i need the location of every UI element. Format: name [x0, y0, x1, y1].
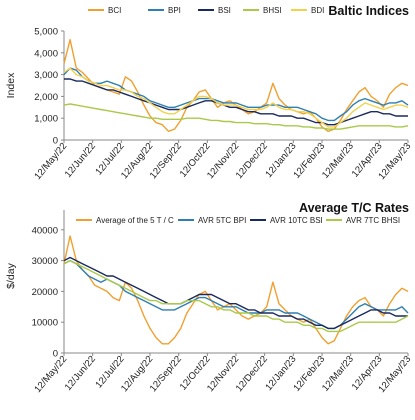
legend-item-3: AVR 7TC BHSI [326, 216, 400, 225]
legend-label: BCI [108, 6, 121, 15]
legend-label: BPI [168, 6, 181, 15]
baltic-indices-panel: Baltic Indices 0 1,000 2,000 3,000 4,000 5,00… [5, 4, 413, 182]
legend-item-4: BDI [291, 6, 324, 15]
x-tick-label: 12/May/22 [32, 141, 69, 182]
legend-label: AVR 5TC BPI [198, 216, 246, 225]
x-tick-label: 12/Jun/22 [63, 141, 98, 180]
legend-item-2: AVR 10TC BSI [250, 216, 323, 225]
legend-label: AVR 7TC BHSI [346, 216, 400, 225]
series-line-1 [63, 67, 409, 122]
legend-label: BHSI [263, 6, 282, 15]
x-tick-label: 12/Jun/22 [63, 354, 98, 393]
x-tick-label: 12/May/22 [32, 354, 69, 395]
chart-title: Average T/C Rates [299, 201, 409, 215]
series-line-2 [64, 78, 408, 126]
series-line-1 [63, 259, 409, 330]
tc-rates-chart: 01000020000300004000050000$/day12/May/22… [5, 210, 413, 395]
legend-label: AVR 10TC BSI [270, 216, 323, 225]
y-tick-label: 0 [53, 349, 58, 360]
baltic-indices-chart: 0 1,000 2,000 3,000 4,000 5,000 Index 12/May/22… [5, 6, 413, 182]
y-tick-label: 5,000 [34, 27, 58, 38]
legend-item-0: BCI [88, 6, 121, 15]
chart-title: Baltic Indices [328, 4, 409, 18]
series-line-4 [63, 67, 409, 128]
y-tick-label: 2,000 [34, 92, 58, 103]
y-tick-label: 3,000 [34, 70, 58, 81]
y-tick-label: 40000 [32, 225, 58, 236]
legend-label: BSI [218, 6, 231, 15]
legend-item-1: BPI [148, 6, 181, 15]
series-line-3 [63, 259, 409, 333]
legend-item-2: BSI [198, 6, 231, 15]
y-tick-label: 20000 [32, 287, 58, 298]
legend-label: Average of the 5 T / C [96, 216, 174, 225]
series-line-2 [63, 256, 408, 330]
tc-rates-panel: Average T/C Rates 0100002000030000400005… [0, 201, 415, 420]
y-tick-label: 30000 [32, 256, 58, 267]
legend-item-1: AVR 5TC BPI [178, 216, 246, 225]
series-line-3 [63, 103, 409, 130]
legend-item-3: BHSI [243, 6, 282, 15]
y-tick-label: 1,000 [34, 114, 58, 125]
y-tick-label: 4,000 [34, 48, 58, 59]
legend-item-0: Average of the 5 T / C [76, 216, 174, 225]
y-axis-label: Index [5, 72, 17, 98]
y-tick-label: 10000 [32, 318, 58, 329]
series-line-0 [63, 235, 409, 345]
legend-label: BDI [311, 6, 324, 15]
y-tick-label: 0 [53, 136, 58, 147]
y-axis-label: $/day [5, 262, 17, 288]
